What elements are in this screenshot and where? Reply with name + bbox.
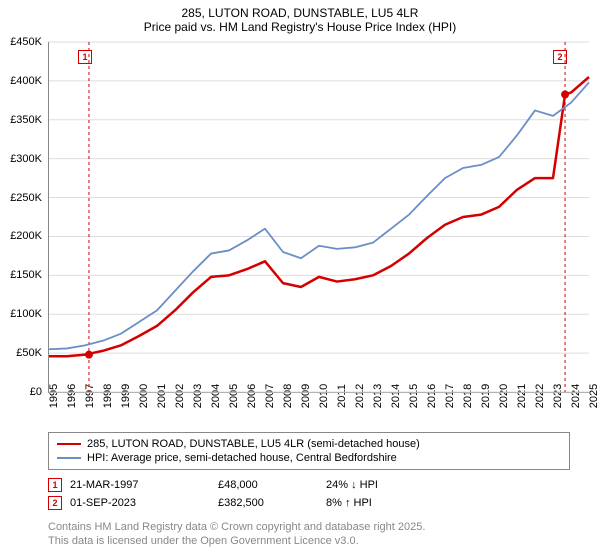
transaction-row: 1 21-MAR-1997 £48,000 24% ↓ HPI (48, 476, 570, 494)
transaction-marker-1: 1 (48, 478, 62, 492)
transaction-date: 21-MAR-1997 (70, 479, 210, 491)
ytick-label: £450K (10, 36, 42, 48)
transaction-price: £48,000 (218, 479, 318, 491)
ytick-label: £0 (30, 386, 42, 398)
transaction-marker-2: 2 (48, 496, 62, 510)
ytick-label: £200K (10, 230, 42, 242)
ytick-label: £400K (10, 75, 42, 87)
transaction-price: £382,500 (218, 497, 318, 509)
legend-label-1: 285, LUTON ROAD, DUNSTABLE, LU5 4LR (sem… (87, 438, 420, 450)
chart-svg (49, 42, 589, 392)
title-line1: 285, LUTON ROAD, DUNSTABLE, LU5 4LR (0, 6, 600, 20)
legend-swatch-2 (57, 457, 81, 459)
ytick-label: £350K (10, 114, 42, 126)
transaction-delta: 24% ↓ HPI (326, 479, 426, 491)
legend-row: HPI: Average price, semi-detached house,… (57, 451, 561, 465)
xtick-label: 2025 (588, 384, 600, 408)
transaction-date: 01-SEP-2023 (70, 497, 210, 509)
ytick-label: £150K (10, 269, 42, 281)
transaction-delta: 8% ↑ HPI (326, 497, 426, 509)
legend: 285, LUTON ROAD, DUNSTABLE, LU5 4LR (sem… (48, 432, 570, 470)
legend-label-2: HPI: Average price, semi-detached house,… (87, 452, 397, 464)
ytick-label: £300K (10, 153, 42, 165)
title-line2: Price paid vs. HM Land Registry's House … (0, 20, 600, 34)
ytick-label: £50K (16, 347, 42, 359)
chart-area: £0£50K£100K£150K£200K£250K£300K£350K£400… (48, 42, 588, 392)
ytick-label: £100K (10, 308, 42, 320)
chart-container: 285, LUTON ROAD, DUNSTABLE, LU5 4LR Pric… (0, 0, 600, 560)
transaction-rows: 1 21-MAR-1997 £48,000 24% ↓ HPI 2 01-SEP… (48, 476, 570, 512)
legend-swatch-1 (57, 443, 81, 445)
footer-line1: Contains HM Land Registry data © Crown c… (48, 520, 425, 534)
footer-line2: This data is licensed under the Open Gov… (48, 534, 425, 548)
plot-area (48, 42, 589, 393)
title-block: 285, LUTON ROAD, DUNSTABLE, LU5 4LR Pric… (0, 0, 600, 38)
footer: Contains HM Land Registry data © Crown c… (48, 520, 425, 549)
transaction-row: 2 01-SEP-2023 £382,500 8% ↑ HPI (48, 494, 570, 512)
legend-row: 285, LUTON ROAD, DUNSTABLE, LU5 4LR (sem… (57, 437, 561, 451)
ytick-label: £250K (10, 192, 42, 204)
